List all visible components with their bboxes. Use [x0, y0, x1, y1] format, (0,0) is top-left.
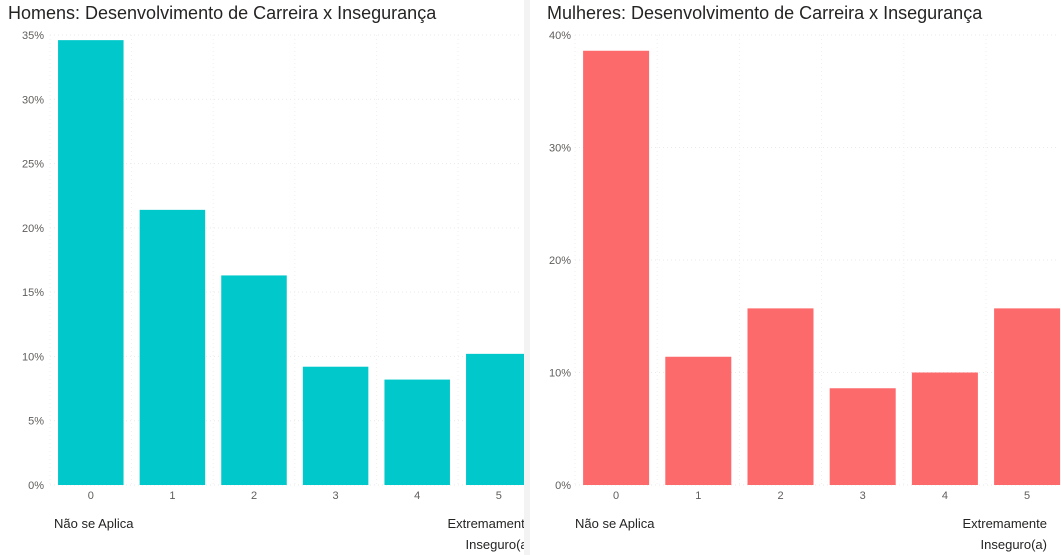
bar-1: [139, 209, 206, 485]
bar-2: [747, 308, 814, 485]
x-tick-label: 2: [251, 490, 257, 502]
y-tick-label: 10%: [549, 368, 571, 380]
y-tick-label: 35%: [22, 30, 44, 42]
women-chart-panel: Mulheres: Desenvolvimento de Carreira x …: [530, 0, 1061, 555]
scale-high-label: Extremamente Inseguro(a): [950, 513, 1047, 555]
x-tick-label: 4: [942, 490, 948, 502]
bar-3: [302, 366, 369, 485]
bar-5: [466, 353, 532, 485]
scale-low-label: Não se Aplica: [54, 516, 134, 531]
y-tick-label: 10%: [22, 351, 44, 363]
y-tick-label: 30%: [22, 94, 44, 106]
scale-high-label-line2: Inseguro(a): [465, 537, 532, 552]
bar-0: [583, 50, 650, 485]
bar-4: [911, 372, 978, 485]
bar-1: [665, 356, 732, 485]
y-tick-label: 40%: [549, 30, 571, 42]
women-bar-chart: 0% 10% 20% 30% 40% 0 1 2 3 4 5: [549, 30, 1061, 502]
y-tick-label: 15%: [22, 287, 44, 299]
bar-4: [384, 379, 450, 485]
bar-2: [221, 275, 287, 485]
x-tick-label: 2: [777, 490, 783, 502]
scale-high-label: Extremamente Inseguro(a): [436, 513, 532, 555]
x-tick-label: 3: [333, 490, 339, 502]
y-tick-label: 0%: [555, 480, 571, 492]
bar-0: [58, 40, 124, 486]
scale-high-label-line1: Extremamente: [962, 516, 1047, 531]
x-tick-label: 1: [169, 490, 175, 502]
x-tick-label: 0: [613, 490, 619, 502]
x-tick-label: 5: [1024, 490, 1030, 502]
y-tick-label: 20%: [22, 223, 44, 235]
men-bar-chart: 0% 5% 10% 15% 20% 25% 30% 35% 0 1 2 3 4 5: [22, 30, 541, 502]
chart-title: Homens: Desenvolvimento de Carreira x In…: [8, 3, 437, 23]
scale-low-label: Não se Aplica: [575, 516, 655, 531]
x-tick-label: 1: [695, 490, 701, 502]
bar-3: [829, 388, 896, 485]
men-chart-panel: Homens: Desenvolvimento de Carreira x In…: [0, 0, 541, 555]
scale-high-label-line1: Extremamente: [447, 516, 532, 531]
y-tick-label: 30%: [549, 143, 571, 155]
y-tick-label: 0%: [28, 480, 44, 492]
chart-title: Mulheres: Desenvolvimento de Carreira x …: [547, 3, 983, 23]
y-tick-label: 25%: [22, 159, 44, 171]
bar-5: [994, 308, 1061, 485]
y-tick-label: 20%: [549, 255, 571, 267]
scale-high-label-line2: Inseguro(a): [980, 537, 1047, 552]
x-tick-label: 0: [88, 490, 94, 502]
x-tick-label: 5: [496, 490, 502, 502]
y-tick-label: 5%: [28, 416, 44, 428]
x-tick-label: 4: [414, 490, 420, 502]
x-tick-label: 3: [860, 490, 866, 502]
panel-divider: [524, 0, 530, 555]
